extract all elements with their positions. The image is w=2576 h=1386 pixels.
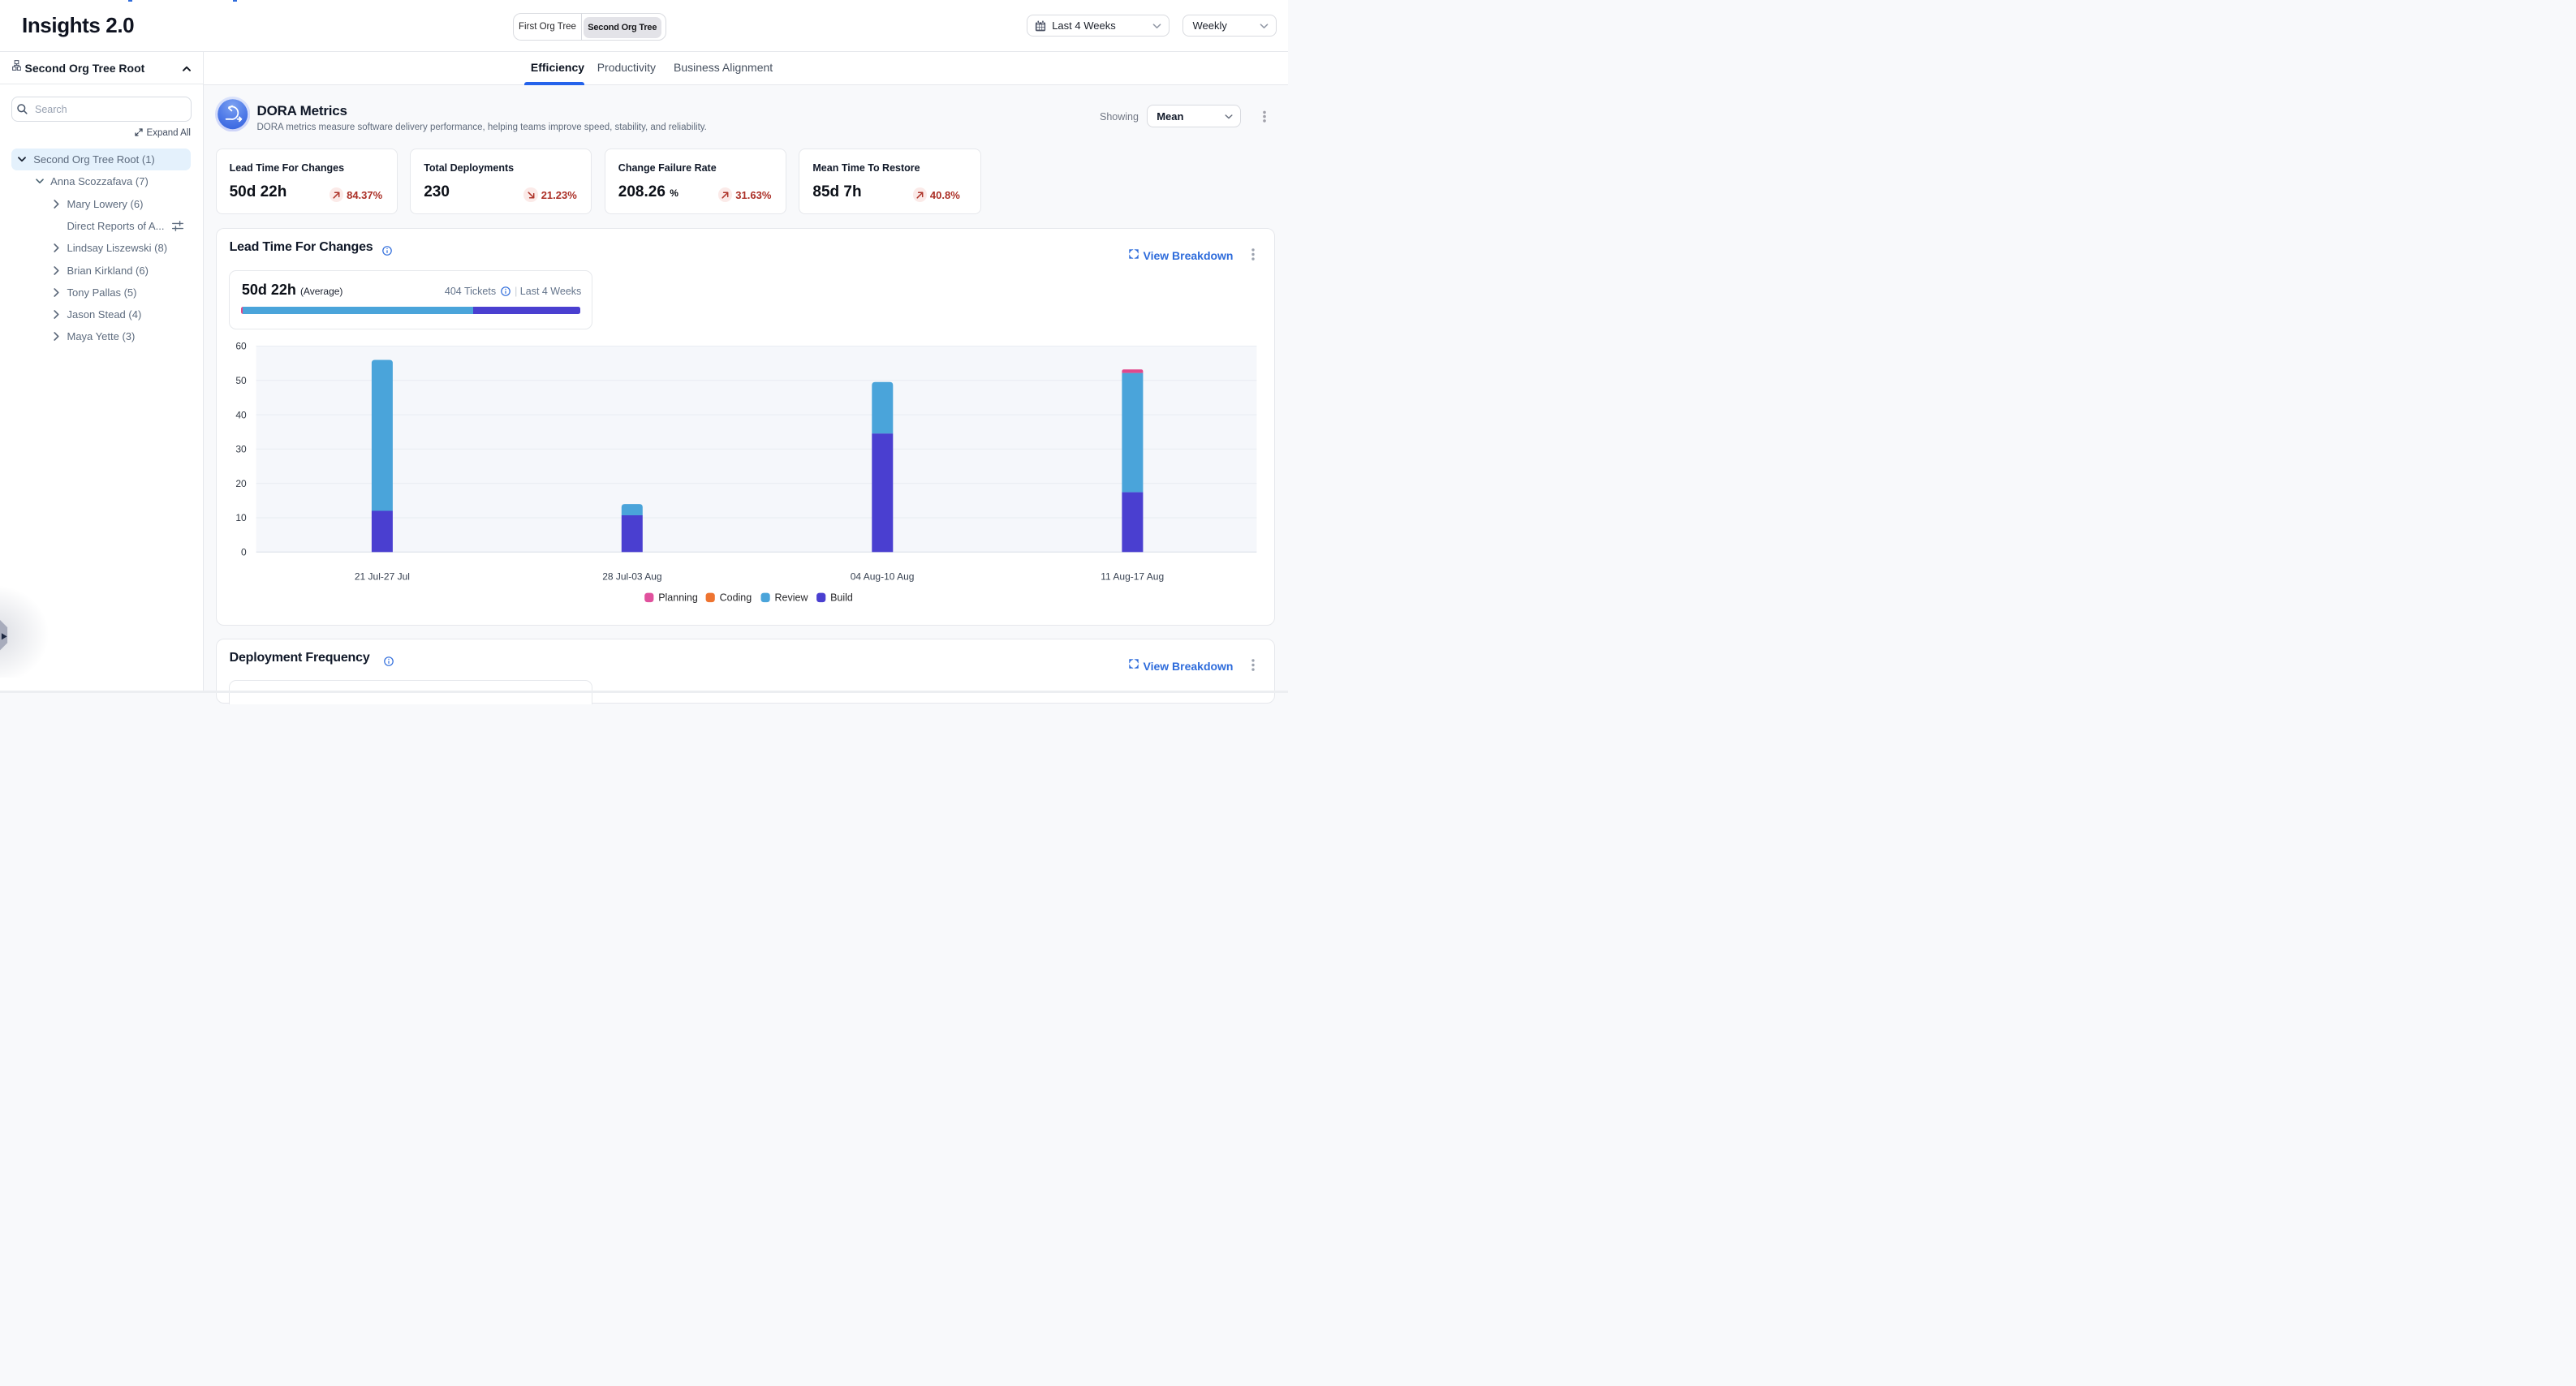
svg-text:20: 20 [235, 478, 247, 489]
svg-text:21 Jul-27 Jul: 21 Jul-27 Jul [354, 570, 409, 582]
svg-text:30: 30 [235, 443, 247, 454]
svg-text:Coding: Coding [719, 592, 752, 603]
svg-text:28 Jul-03 Aug: 28 Jul-03 Aug [602, 570, 661, 582]
svg-text:11 Aug-17 Aug: 11 Aug-17 Aug [1101, 570, 1164, 582]
svg-text:60: 60 [235, 340, 247, 351]
svg-text:Review: Review [774, 592, 808, 603]
svg-text:50: 50 [235, 375, 247, 386]
svg-text:Build: Build [830, 592, 853, 603]
svg-text:0: 0 [241, 546, 247, 557]
svg-text:10: 10 [235, 512, 247, 523]
svg-text:Planning: Planning [658, 592, 698, 603]
svg-text:04 Aug-10 Aug: 04 Aug-10 Aug [850, 570, 914, 582]
svg-text:40: 40 [235, 409, 247, 420]
